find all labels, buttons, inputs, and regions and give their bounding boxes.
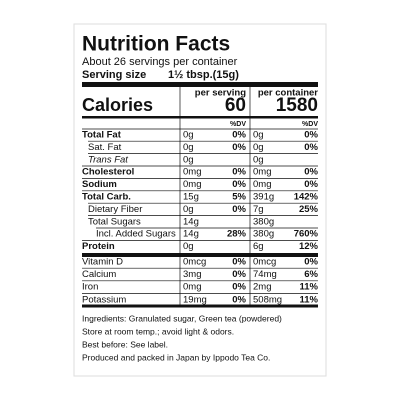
daily-value: 0% [304,142,318,153]
nutrient-name: Potassium [82,294,126,305]
calories-label: Calories [82,95,153,115]
calories-value: 60 [225,95,246,116]
column-header: per container [258,88,318,99]
daily-value: 0% [304,167,318,178]
daily-value: 0% [232,142,246,153]
nutrient-name: Iron [82,282,98,293]
daily-value: 5% [232,192,246,203]
amount: 2mg [253,282,271,293]
amount: 0mcg [183,257,206,268]
daily-value: 760% [294,229,319,240]
nutrient-name: Sat. Fat [88,142,122,153]
nutrient-name: Sodium [82,179,117,190]
amount: 14g [183,229,199,240]
serving-size-label: Serving size [82,69,146,81]
footnote: Ingredients: Granulated sugar, Green tea… [82,314,282,324]
nutrient-name: Incl. Added Sugars [96,229,176,240]
nutrient-name: Vitamin D [82,257,123,268]
amount: 6g [253,241,264,252]
amount: 14g [183,216,199,227]
nutrient-name: Total Carb. [82,192,131,203]
nutrient-name: Dietary Fiber [88,204,142,215]
daily-value: 0% [304,179,318,190]
amount: 19mg [183,294,207,305]
daily-value: 12% [299,241,319,252]
footnote: Produced and packed in Japan by Ippodo T… [82,353,270,363]
rule [82,116,318,119]
amount: 74mg [253,269,277,280]
servings: About 26 servings per container [82,56,238,68]
amount: 508mg [253,294,282,305]
nutrient-name: Protein [82,241,115,252]
amount: 15g [183,192,199,203]
footnote: Best before: See label. [82,340,168,350]
daily-value: 0% [232,282,246,293]
daily-value: 0% [232,179,246,190]
amount: 0mg [253,179,271,190]
serving-size: 1½ tbsp.(15g) [168,69,239,81]
daily-value: 0% [232,269,246,280]
amount: 0g [183,142,194,153]
daily-value: 0% [232,167,246,178]
nutrient-name: Trans Fat [88,154,128,165]
amount: 3mg [183,269,201,280]
nutrient-name: Cholesterol [82,167,134,178]
daily-value: 0% [232,257,246,268]
daily-value: 0% [232,294,246,305]
amount: 0g [183,204,194,215]
amount: 7g [253,204,264,215]
daily-value: 0% [304,257,318,268]
amount: 0g [253,130,264,141]
daily-value: 25% [299,204,319,215]
amount: 0g [183,241,194,252]
amount: 0g [253,154,264,165]
amount: 0mg [253,167,271,178]
amount: 380g [253,229,274,240]
daily-value: 11% [300,294,319,305]
daily-value: 0% [232,204,246,215]
footnote: Store at room temp.; avoid light & odors… [82,327,234,337]
amount: 0mg [183,179,201,190]
daily-value: 11% [300,282,319,293]
amount: 0g [183,130,194,141]
amount: 0g [253,142,264,153]
amount: 380g [253,216,274,227]
dv-header: %DV [230,121,246,128]
amount: 391g [253,192,274,203]
title: Nutrition Facts [82,33,230,56]
column-header: per serving [195,88,246,99]
calories-value: 1580 [276,95,318,116]
daily-value: 0% [304,130,318,141]
amount: 0mcg [253,257,276,268]
nutrient-name: Total Fat [82,130,122,141]
daily-value: 6% [304,269,318,280]
thick-rule [82,253,318,257]
nutrient-name: Calcium [82,269,116,280]
amount: 0mg [183,167,201,178]
dv-header: %DV [302,121,318,128]
daily-value: 142% [294,192,319,203]
daily-value: 28% [227,229,247,240]
daily-value: 0% [232,130,246,141]
nutrient-name: Total Sugars [88,216,141,227]
thick-rule [82,82,318,87]
amount: 0mg [183,282,201,293]
amount: 0g [183,154,194,165]
